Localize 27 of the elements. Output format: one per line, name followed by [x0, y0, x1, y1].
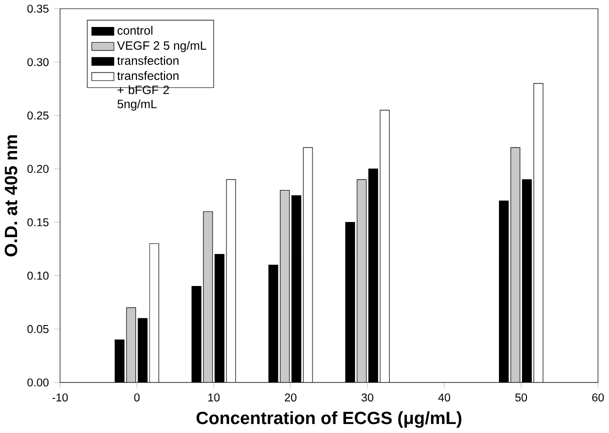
y-tick-label: 0.25: [27, 112, 49, 120]
bar: [203, 212, 213, 383]
x-axis-title: Concentration of ECGS (μg/mL): [196, 411, 462, 428]
x-tick-label: 10: [208, 394, 220, 402]
bar: [280, 190, 290, 383]
x-tick-label: 30: [362, 394, 374, 402]
x-tick-label: 40: [438, 394, 450, 402]
y-tick-label: 0.00: [27, 378, 49, 387]
bar: [126, 308, 136, 383]
y-tick-label: 0.15: [27, 218, 49, 227]
legend-label: VEGF 2 5 ng/mL: [117, 41, 206, 52]
y-tick-label: 0.20: [27, 165, 49, 174]
y-tick-label: 0.10: [27, 272, 49, 280]
y-axis-title: O.D. at 405 nm: [4, 135, 18, 257]
y-tick-label: 0.30: [27, 58, 49, 66]
legend-label: transfection: [117, 56, 178, 66]
y-tick-label: 0.35: [27, 4, 49, 13]
y-tick-label: 0.05: [27, 325, 49, 334]
bar: [356, 180, 367, 383]
x-tick-label: 50: [515, 394, 527, 402]
legend-label: transfection + bFGF 2 5ng/mL: [117, 71, 178, 111]
legend-label: control: [118, 26, 152, 35]
bar: [510, 147, 520, 383]
x-tick-label: 0: [134, 394, 140, 402]
x-tick-label: -10: [52, 394, 68, 402]
x-tick-label: 60: [592, 394, 604, 402]
x-tick-label: 20: [284, 394, 296, 402]
